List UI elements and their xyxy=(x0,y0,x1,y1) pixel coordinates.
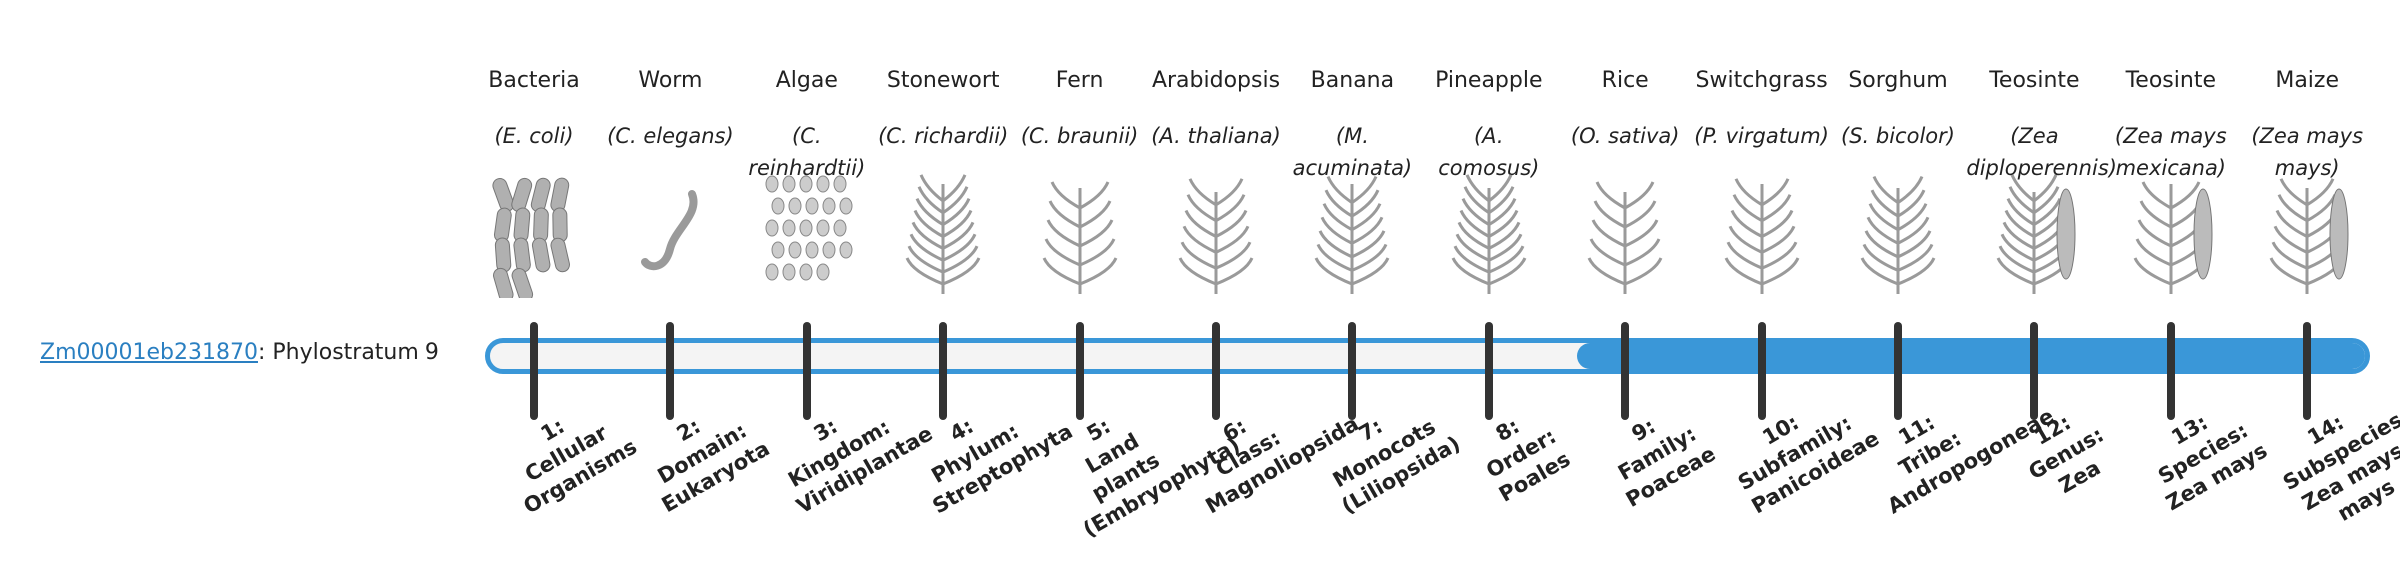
organism-image xyxy=(1315,175,1390,294)
stratum-label: 5: Land plants (Embryophyta) xyxy=(1038,388,1244,544)
organism-image xyxy=(492,177,570,298)
stratum-tick xyxy=(802,322,811,420)
organism-name: Fern xyxy=(1055,68,1104,93)
stratum-tick xyxy=(2166,322,2175,420)
organism-name: Pineapple xyxy=(1435,68,1543,93)
gene-stratum: 9 xyxy=(424,340,439,365)
organism-species: (M. acuminata) xyxy=(1292,124,1413,180)
organism-species: (P. virgatum) xyxy=(1694,124,1829,148)
organism-name: Rice xyxy=(1601,68,1649,93)
organism-name: Worm xyxy=(638,68,703,93)
stratum-label: 1: Cellular Organisms xyxy=(492,388,642,521)
stratum-label: 6: Class: Magnoliopsida xyxy=(1174,388,1363,521)
organism-image xyxy=(1860,175,1936,294)
stratum-tick xyxy=(530,322,538,420)
stratum-tick xyxy=(1621,322,1630,420)
organism-image xyxy=(1042,181,1117,294)
stratum-label: 8: Order: Poales xyxy=(1447,388,1596,521)
organism-image xyxy=(905,174,981,294)
organism-name: Switchgrass xyxy=(1695,68,1828,93)
organism-species: (Zea mays mays) xyxy=(2251,124,2364,180)
stratum-label: 4: Phylum: Streptophyta xyxy=(901,388,1077,521)
organism-species: (C. elegans) xyxy=(607,124,734,148)
stratum-tick xyxy=(1484,322,1493,420)
stratum-tick xyxy=(1075,322,1084,420)
stratum-tick xyxy=(1212,322,1220,420)
gene-label: : Phylostratum xyxy=(257,340,419,365)
organism-name: Teosinte xyxy=(2125,68,2216,93)
stratum-tick xyxy=(666,322,675,420)
organism-image xyxy=(1997,174,2076,294)
organism-species: (C. braunii) xyxy=(1020,124,1139,148)
stratum-label: 13: Species: Zea mays xyxy=(2129,388,2278,521)
organism-image xyxy=(1587,181,1663,294)
organism-species: (E. coli) xyxy=(494,124,574,148)
organism-image xyxy=(2133,181,2213,294)
stratum-label: 7: Monocots (Liliopsida) xyxy=(1310,388,1465,521)
organism-name: Bacteria xyxy=(488,68,580,93)
stratum-tick xyxy=(1348,322,1357,420)
stratum-tick xyxy=(939,322,948,420)
gene-link[interactable]: Zm00001eb231870 xyxy=(40,340,258,365)
organism-name: Maize xyxy=(2275,68,2340,93)
strata-fill xyxy=(1577,343,2365,369)
organism-image xyxy=(765,175,853,281)
stratum-label: 14: Subspecies: Zea mays mays xyxy=(2265,388,2400,544)
organism-name: Teosinte xyxy=(1989,68,2080,93)
organism-species: (S. bicolor) xyxy=(1841,124,1955,148)
organism-species: (O. sativa) xyxy=(1570,124,1680,148)
organism-species: (Zea mays mexicana) xyxy=(2114,124,2227,180)
organism-name: Stonewort xyxy=(886,68,1000,93)
stratum-tick xyxy=(2303,322,2312,420)
organism-name: Banana xyxy=(1310,68,1395,93)
organism-species: (Zea diploperennis) xyxy=(1966,124,2117,180)
organism-name: Algae xyxy=(775,68,838,93)
organism-image xyxy=(2269,178,2349,294)
organism-image xyxy=(641,190,698,271)
stratum-label: 12: Genus: Zea xyxy=(1992,388,2141,521)
organism-species: (A. comosus) xyxy=(1438,124,1540,180)
stratum-label: 10: Subfamily: Panicoideae xyxy=(1720,388,1883,521)
stratum-tick xyxy=(1757,322,1766,420)
gene-info: Zm00001eb231870: Phylostratum 9 xyxy=(40,340,439,365)
organism-name: Sorghum xyxy=(1848,68,1948,93)
stratum-label: 9: Family: Poaceae xyxy=(1583,388,1732,521)
stratum-tick xyxy=(2030,322,2039,420)
organism-species: (C. richardii) xyxy=(878,124,1009,148)
stratum-label: 3: Kingdom: Viridiplantae xyxy=(765,388,937,521)
organism-image xyxy=(1451,174,1527,294)
stratum-label: 11: Tribe: Andropogoneae xyxy=(1856,388,2058,521)
organism-name: Arabidopsis xyxy=(1151,68,1281,93)
organism-image xyxy=(1178,178,1254,294)
organism-image xyxy=(1724,178,1799,294)
organism-species: (A. thaliana) xyxy=(1151,124,1281,148)
stratum-label: 2: Domain: Eukaryota xyxy=(628,388,777,521)
stratum-tick xyxy=(1894,322,1902,420)
strata-bar xyxy=(485,338,2370,374)
